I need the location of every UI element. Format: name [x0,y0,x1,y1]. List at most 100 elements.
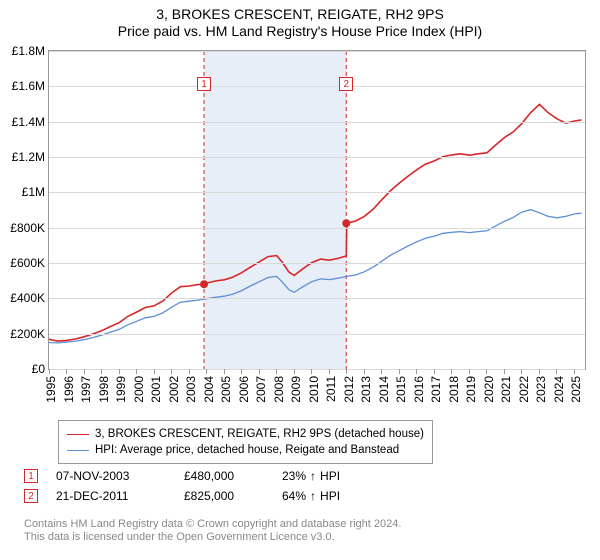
x-axis-tick [101,369,102,374]
x-axis-tick-label: 2016 [408,376,426,403]
x-axis-tick [66,369,67,374]
y-axis-tick-label: £600K [10,256,49,270]
chart-titles: 3, BROKES CRESCENT, REIGATE, RH2 9PS Pri… [0,0,600,39]
pct-suffix: HPI [320,469,340,483]
transactions-table: 107-NOV-2003£480,00023%↑HPI221-DEC-2011£… [24,466,372,506]
attribution-text: Contains HM Land Registry data © Crown c… [24,518,401,544]
x-axis-tick-label: 2003 [180,376,198,403]
y-axis-tick-label: £1M [22,185,49,199]
event-marker-box: 1 [197,77,211,91]
x-axis-tick [189,369,190,374]
x-axis-tick-label: 2022 [513,376,531,403]
chart-lines [49,51,585,369]
x-axis-tick-label: 2006 [233,376,251,403]
x-axis-tick-label: 1995 [40,376,58,403]
x-axis-tick-label: 2008 [268,376,286,403]
x-axis-tick-label: 2021 [495,376,513,403]
gridline [49,86,585,87]
x-axis-tick [364,369,365,374]
x-axis-tick-label: 2019 [460,376,478,403]
x-axis-tick [521,369,522,374]
event-marker-box: 2 [339,77,353,91]
x-axis-tick [451,369,452,374]
x-axis-tick [539,369,540,374]
legend-swatch [67,434,89,435]
x-axis-tick-label: 2004 [198,376,216,403]
x-axis-tick-label: 2002 [163,376,181,403]
legend-item: HPI: Average price, detached house, Reig… [67,442,424,458]
pct-value: 23% [282,469,306,483]
x-axis-tick [574,369,575,374]
x-axis-tick-label: 1998 [93,376,111,403]
x-axis-tick [154,369,155,374]
transaction-span-band [204,51,346,369]
attribution-line1: Contains HM Land Registry data © Crown c… [24,518,401,531]
gridline [49,157,585,158]
transaction-price: £825,000 [184,489,264,503]
x-axis-tick-label: 1996 [58,376,76,403]
pct-value: 64% [282,489,306,503]
x-axis-tick-label: 1997 [75,376,93,403]
gridline [49,228,585,229]
sale-point-marker [200,280,208,288]
sale-point-marker [342,219,350,227]
x-axis-tick-label: 2017 [425,376,443,403]
up-arrow-icon: ↑ [310,469,316,483]
transaction-row: 107-NOV-2003£480,00023%↑HPI [24,466,372,486]
y-axis-tick-label: £1.4M [12,115,49,129]
pct-suffix: HPI [320,489,340,503]
x-axis-tick [469,369,470,374]
attribution-line2: This data is licensed under the Open Gov… [24,531,401,544]
up-arrow-icon: ↑ [310,489,316,503]
x-axis-tick [504,369,505,374]
gridline [49,192,585,193]
gridline [49,122,585,123]
y-axis-tick-label: £1.2M [12,150,49,164]
y-axis-tick-label: £0 [32,362,49,376]
x-axis-tick-label: 2024 [548,376,566,403]
y-axis-tick-label: £400K [10,291,49,305]
x-axis-tick-label: 2007 [250,376,268,403]
x-axis-tick [556,369,557,374]
legend-label: HPI: Average price, detached house, Reig… [95,444,399,456]
x-axis-tick-label: 2009 [285,376,303,403]
legend-label: 3, BROKES CRESCENT, REIGATE, RH2 9PS (de… [95,428,424,440]
x-axis-tick [49,369,50,374]
x-axis-tick [84,369,85,374]
transaction-marker: 1 [24,469,38,483]
x-axis-tick-label: 1999 [110,376,128,403]
x-axis-tick [311,369,312,374]
x-axis-tick [206,369,207,374]
x-axis-tick-label: 2020 [478,376,496,403]
x-axis-tick [434,369,435,374]
x-axis-tick [381,369,382,374]
x-axis-tick-label: 2000 [128,376,146,403]
x-axis-tick-label: 2001 [145,376,163,403]
transaction-price: £480,000 [184,469,264,483]
transaction-row: 221-DEC-2011£825,00064%↑HPI [24,486,372,506]
legend-item: 3, BROKES CRESCENT, REIGATE, RH2 9PS (de… [67,426,424,442]
x-axis-tick-label: 2025 [565,376,583,403]
chart-plot-area: £0£200K£400K£600K£800K£1M£1.2M£1.4M£1.6M… [48,50,586,370]
y-axis-tick-label: £1.6M [12,79,49,93]
chart-legend: 3, BROKES CRESCENT, REIGATE, RH2 9PS (de… [58,420,433,464]
x-axis-tick [416,369,417,374]
x-axis-tick-label: 2011 [320,376,338,402]
gridline [49,51,585,52]
x-axis-tick-label: 2013 [355,376,373,403]
x-axis-tick-label: 2014 [373,376,391,403]
gridline [49,298,585,299]
x-axis-tick-label: 2023 [530,376,548,403]
y-axis-tick-label: £200K [10,327,49,341]
x-axis-tick [399,369,400,374]
x-axis-tick [294,369,295,374]
x-axis-tick-label: 2005 [215,376,233,403]
chart-title: 3, BROKES CRESCENT, REIGATE, RH2 9PS [0,6,600,22]
x-axis-tick-label: 2018 [443,376,461,403]
x-axis-tick [486,369,487,374]
x-axis-tick-label: 2010 [303,376,321,403]
x-axis-tick [259,369,260,374]
gridline [49,263,585,264]
y-axis-tick-label: £800K [10,221,49,235]
gridline [49,334,585,335]
